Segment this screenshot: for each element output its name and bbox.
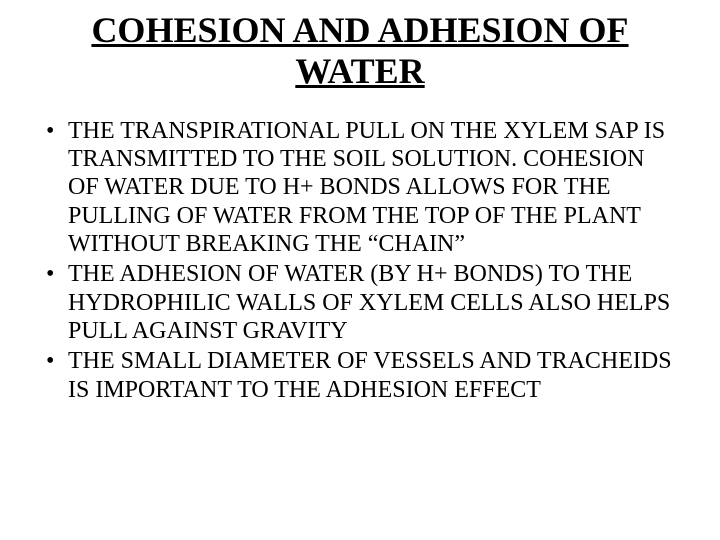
slide-title: COHESION AND ADHESION OF WATER (40, 10, 680, 93)
list-item: THE ADHESION OF WATER (BY H+ BONDS) TO T… (40, 260, 680, 345)
bullet-list: THE TRANSPIRATIONAL PULL ON THE XYLEM SA… (40, 117, 680, 404)
list-item: THE TRANSPIRATIONAL PULL ON THE XYLEM SA… (40, 117, 680, 259)
list-item: THE SMALL DIAMETER OF VESSELS AND TRACHE… (40, 347, 680, 404)
